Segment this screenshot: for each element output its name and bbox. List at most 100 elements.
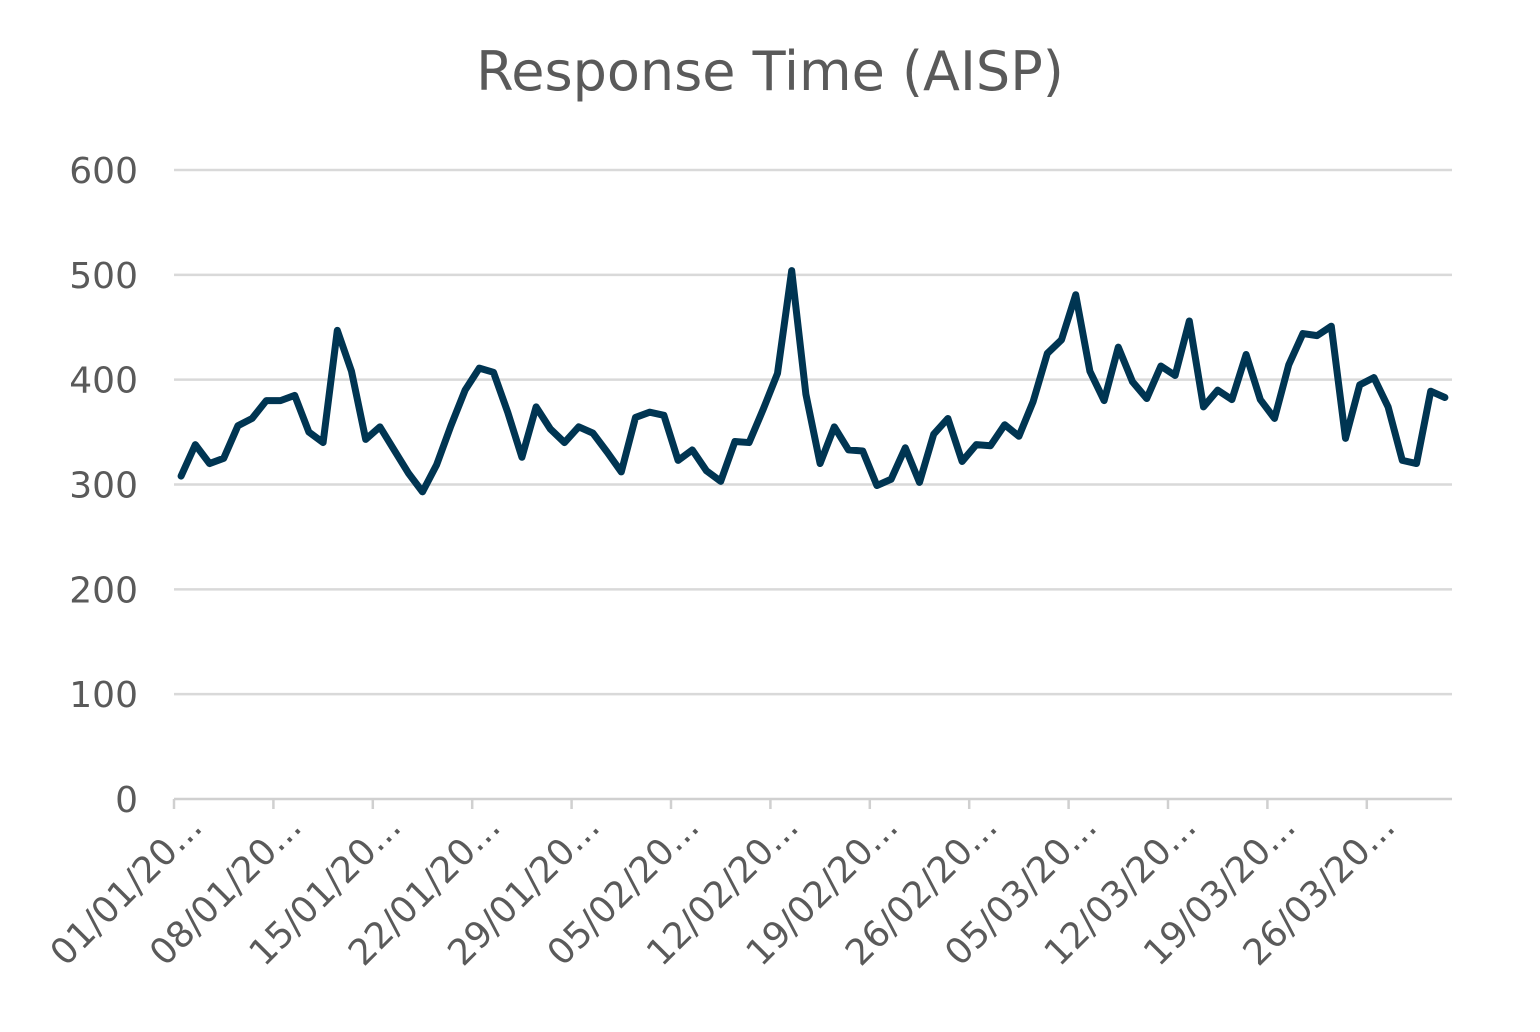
response-time-series-line xyxy=(177,267,1449,496)
data-point xyxy=(973,442,979,448)
data-point xyxy=(647,409,653,415)
data-point xyxy=(1016,433,1022,439)
data-point xyxy=(675,457,681,463)
data-point xyxy=(1428,388,1434,394)
data-point xyxy=(1314,333,1320,339)
data-point xyxy=(860,448,866,454)
data-point xyxy=(846,447,852,453)
y-tick-label: 600 xyxy=(69,151,138,192)
data-point xyxy=(1201,404,1207,410)
data-point xyxy=(1385,404,1391,410)
data-point xyxy=(1442,394,1448,400)
data-point xyxy=(391,447,397,453)
data-point xyxy=(1257,397,1263,403)
data-point xyxy=(1328,323,1334,329)
data-point xyxy=(945,415,951,421)
data-point xyxy=(377,424,383,430)
data-point xyxy=(547,426,553,432)
data-point xyxy=(1144,396,1150,402)
data-point xyxy=(1130,379,1136,385)
x-axis-tick-labels: 01/01/20...08/01/20...15/01/20...22/01/2… xyxy=(43,806,1403,974)
data-point xyxy=(760,406,766,412)
data-point xyxy=(320,440,326,446)
data-point xyxy=(349,368,355,374)
data-point xyxy=(562,440,568,446)
data-point xyxy=(704,468,710,474)
data-point xyxy=(1272,415,1278,421)
data-point xyxy=(1115,344,1121,350)
data-point xyxy=(576,424,582,430)
data-point xyxy=(1101,398,1107,404)
data-point xyxy=(1186,318,1192,324)
data-point xyxy=(263,398,269,404)
data-point xyxy=(434,462,440,468)
data-point xyxy=(902,445,908,451)
data-point xyxy=(1371,375,1377,381)
y-tick-label: 400 xyxy=(69,361,138,402)
data-point xyxy=(1399,457,1405,463)
data-point xyxy=(633,414,639,420)
data-point xyxy=(1073,292,1079,298)
data-point xyxy=(1286,362,1292,368)
series-layer xyxy=(177,267,1449,496)
data-point xyxy=(519,454,525,460)
data-point xyxy=(931,431,937,437)
data-point xyxy=(334,327,340,333)
data-point xyxy=(207,461,213,467)
chart-title: Response Time (AISP) xyxy=(476,40,1064,103)
data-point xyxy=(888,476,894,482)
data-point xyxy=(1172,372,1178,378)
data-point xyxy=(661,412,667,418)
y-tick-label: 0 xyxy=(115,780,138,821)
data-point xyxy=(533,404,539,410)
data-point xyxy=(306,429,312,435)
data-point xyxy=(1215,387,1221,393)
y-axis-tick-labels: 0 100 200 300 400 500 600 xyxy=(69,151,138,821)
data-point xyxy=(1030,399,1036,405)
data-point xyxy=(249,415,255,421)
data-point xyxy=(874,483,880,489)
data-point xyxy=(1087,368,1093,374)
data-point xyxy=(1300,331,1306,337)
data-point xyxy=(221,455,227,461)
data-point xyxy=(1343,435,1349,441)
y-tick-label: 100 xyxy=(69,675,138,716)
data-point xyxy=(618,469,624,475)
data-point xyxy=(775,370,781,376)
data-point xyxy=(1158,363,1164,369)
data-point xyxy=(1243,352,1249,358)
data-point xyxy=(235,423,241,429)
data-point xyxy=(462,387,468,393)
data-point xyxy=(917,479,923,485)
data-point xyxy=(817,461,823,467)
data-point xyxy=(1229,397,1235,403)
data-point xyxy=(420,489,426,495)
gridlines xyxy=(174,168,1452,696)
data-point xyxy=(1357,382,1363,388)
data-point xyxy=(1002,422,1008,428)
data-point xyxy=(1044,350,1050,356)
data-point xyxy=(988,443,994,449)
data-point xyxy=(803,391,809,397)
data-point xyxy=(1414,461,1420,467)
data-point xyxy=(405,470,411,476)
y-tick-label: 200 xyxy=(69,570,138,611)
data-point xyxy=(746,440,752,446)
data-point xyxy=(1059,337,1065,343)
y-tick-label: 300 xyxy=(69,466,138,507)
data-point xyxy=(178,473,184,479)
data-point xyxy=(831,424,837,430)
data-point xyxy=(448,423,454,429)
data-point xyxy=(491,369,497,375)
data-point xyxy=(278,398,284,404)
data-point xyxy=(689,447,695,453)
data-point xyxy=(363,436,369,442)
data-point xyxy=(192,442,198,448)
data-point xyxy=(789,268,795,274)
data-point xyxy=(476,365,482,371)
data-point xyxy=(604,449,610,455)
data-point xyxy=(732,439,738,445)
axes xyxy=(172,797,1452,809)
y-tick-label: 500 xyxy=(69,256,138,297)
